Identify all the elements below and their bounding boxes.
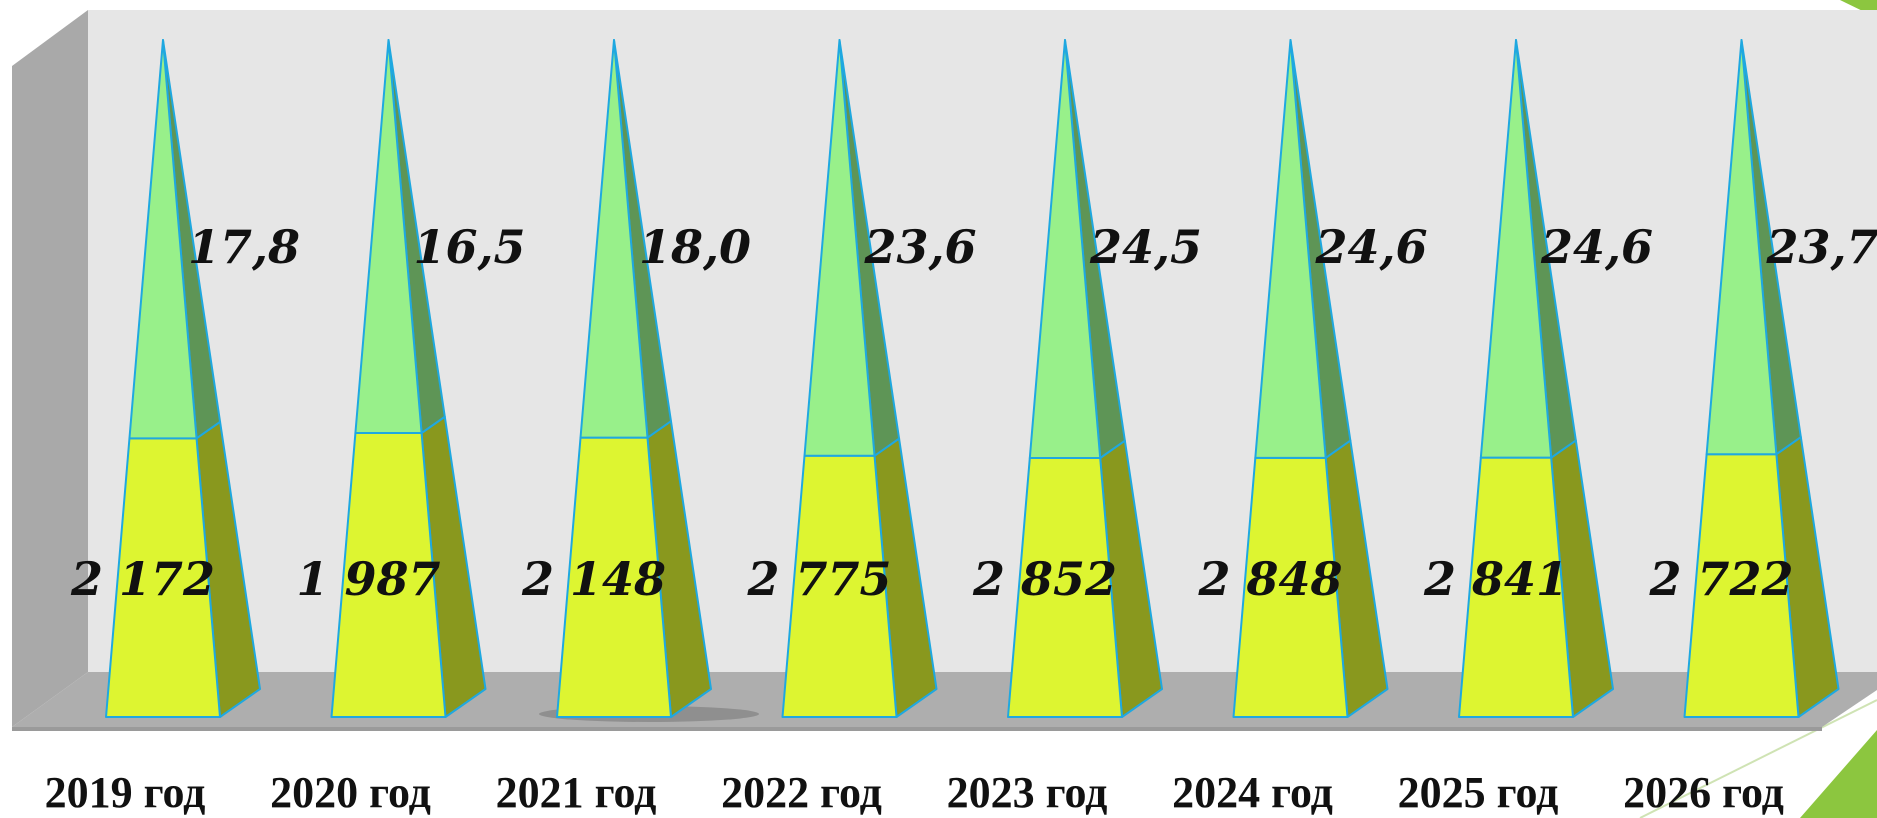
upper-value-label: 18,0 bbox=[639, 220, 751, 274]
lower-value-label: 2 148 bbox=[521, 552, 666, 606]
corner-accent-bottom bbox=[1800, 730, 1877, 818]
lower-value-label: 2 852 bbox=[972, 552, 1117, 606]
lower-value-label: 2 722 bbox=[1648, 552, 1793, 606]
category-label: 2022 год bbox=[721, 768, 882, 817]
category-label: 2023 год bbox=[947, 768, 1108, 817]
upper-value-label: 24,6 bbox=[1540, 220, 1653, 274]
lower-value-label: 2 841 bbox=[1423, 552, 1568, 606]
upper-value-label: 23,6 bbox=[864, 220, 977, 274]
pyramid-upper-segment bbox=[1254, 39, 1327, 459]
category-label: 2025 год bbox=[1398, 768, 1559, 817]
upper-value-label: 24,6 bbox=[1315, 220, 1428, 274]
category-label: 2021 год bbox=[496, 768, 657, 817]
upper-value-label: 16,5 bbox=[414, 220, 526, 274]
lower-value-label: 1 987 bbox=[296, 552, 440, 606]
lower-value-label: 2 172 bbox=[70, 552, 215, 606]
pyramid-upper-segment bbox=[803, 39, 876, 457]
category-label: 2020 год bbox=[270, 768, 431, 817]
chart-side-wall bbox=[12, 10, 88, 727]
chart-floor-edge bbox=[12, 727, 1822, 731]
category-label: 2026 год bbox=[1623, 768, 1784, 817]
category-label: 2019 год bbox=[45, 768, 206, 817]
upper-value-label: 24,5 bbox=[1089, 220, 1202, 274]
pyramid-upper-segment bbox=[1479, 39, 1553, 459]
pyramid-upper-segment bbox=[354, 39, 423, 434]
lower-value-label: 2 848 bbox=[1197, 552, 1342, 606]
upper-value-label: 17,8 bbox=[188, 220, 300, 274]
pyramid-upper-segment bbox=[128, 39, 198, 440]
pyramid-upper-segment bbox=[1705, 39, 1778, 456]
category-label: 2024 год bbox=[1172, 768, 1333, 817]
upper-value-label: 23,7 bbox=[1766, 220, 1877, 274]
pyramid-group bbox=[105, 39, 1840, 722]
pyramid-upper-segment bbox=[1028, 39, 1102, 459]
chart-back-wall bbox=[88, 10, 1877, 672]
lower-value-label: 2 775 bbox=[746, 552, 891, 606]
label-group: 2 172 17,8 2019 год 1 987 16,5 2020 год 2 148 1… bbox=[45, 220, 1877, 817]
pyramid-upper-segment bbox=[579, 39, 649, 439]
corner-accent-line bbox=[1639, 699, 1877, 818]
